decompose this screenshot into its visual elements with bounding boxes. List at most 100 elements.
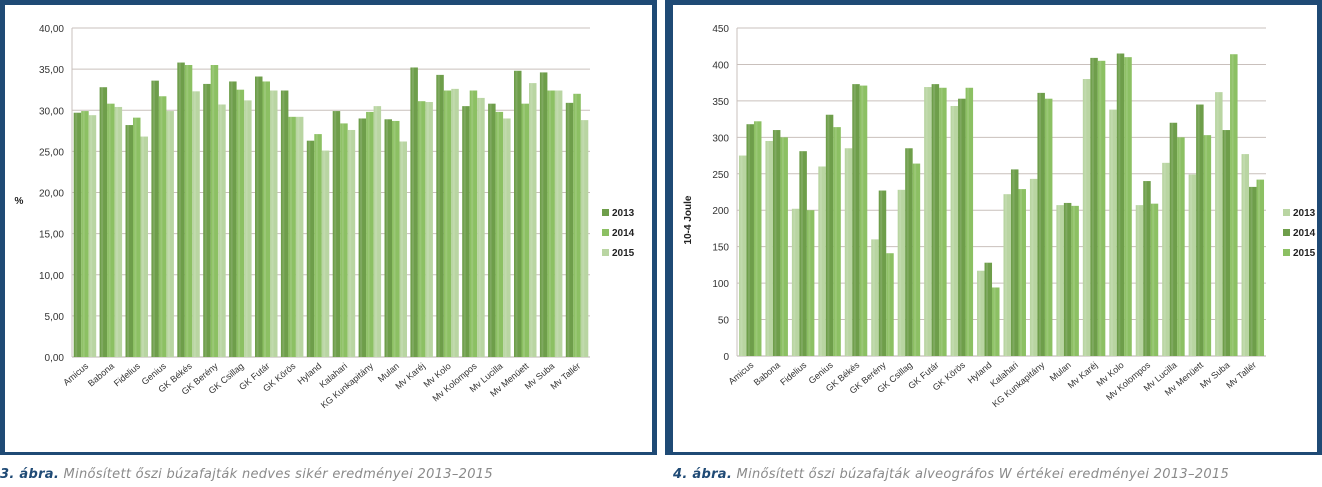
bar-highlight: [906, 148, 909, 356]
bar-2014: [1222, 130, 1231, 356]
bar-2013: [1056, 205, 1064, 356]
bar-2014: [133, 117, 141, 357]
y-tick-label: 0,00: [45, 353, 65, 364]
bar-highlight: [515, 70, 518, 358]
bar-2015: [503, 118, 511, 357]
bar-highlight: [800, 151, 803, 356]
bar-2014: [521, 103, 529, 357]
bar-2014: [81, 111, 89, 357]
bar-2014: [1063, 202, 1072, 356]
x-tick-label: Babona: [86, 361, 116, 389]
bar-2013: [255, 76, 263, 357]
bar-highlight: [740, 155, 743, 356]
bar-highlight: [315, 134, 318, 357]
chart-area: 0 50 100 150 200 250 300 350 400 450 10-4 Joule Ami…: [673, 5, 1317, 452]
bar-highlight: [933, 84, 936, 356]
bar-2015: [1097, 60, 1106, 357]
bar-2013: [977, 270, 985, 356]
bar-2013: [1188, 174, 1197, 356]
bar-highlight: [1178, 137, 1181, 356]
bar-2015: [939, 87, 947, 356]
bar-2015: [399, 141, 407, 357]
bar-highlight: [142, 136, 144, 357]
y-tick-label: 100: [712, 279, 729, 290]
y-tick-label: 20,00: [39, 189, 64, 200]
y-axis-label: %: [15, 196, 24, 207]
bar-2014: [288, 116, 296, 357]
y-tick-label: 0: [723, 352, 729, 363]
bar-highlight: [880, 190, 883, 356]
bar-2013: [384, 119, 392, 357]
bar-2014: [573, 93, 581, 358]
bar-highlight: [256, 76, 259, 357]
bar-highlight: [978, 270, 981, 356]
bar-highlight: [556, 90, 559, 357]
bar-2013: [1029, 178, 1038, 356]
bar-highlight: [1250, 186, 1253, 356]
bar-highlight: [219, 104, 222, 358]
bar-highlight: [134, 117, 137, 357]
bar-2014: [469, 90, 478, 357]
bar-highlight: [497, 111, 500, 358]
bar-highlight: [1046, 98, 1049, 357]
bar-highlight: [781, 137, 784, 356]
bar-highlight: [1091, 57, 1094, 356]
bar-highlight: [152, 80, 155, 357]
bar-2013: [488, 103, 496, 357]
bar-highlight: [887, 253, 890, 356]
bar-highlight: [426, 102, 429, 358]
bar-highlight: [986, 262, 989, 356]
bar-highlight: [393, 120, 396, 357]
bar-highlight: [1019, 189, 1022, 356]
bar-highlight: [1099, 60, 1102, 357]
y-tick-label: 15,00: [39, 230, 64, 241]
bar-highlight: [401, 141, 403, 357]
bar-2014: [931, 84, 940, 356]
bar-highlight: [271, 90, 274, 357]
bar-2015: [192, 91, 200, 358]
caption-text: Minősített őszi búzafajták nedves sikér …: [59, 467, 493, 482]
bar-highlight: [1231, 54, 1234, 357]
bar-highlight: [167, 111, 170, 357]
bar-2014: [392, 120, 400, 357]
legend-label: 2014: [1293, 228, 1316, 239]
bar-2013: [410, 67, 418, 358]
y-tick-label: 35,00: [39, 65, 64, 76]
bar-2014: [1143, 181, 1151, 356]
bar-2014: [1090, 57, 1098, 356]
bar-highlight: [489, 103, 492, 357]
bar-highlight: [1243, 154, 1246, 356]
bar-2015: [114, 106, 123, 358]
bar-2014: [984, 262, 993, 356]
bar-highlight: [774, 130, 777, 356]
bar-2015: [965, 87, 974, 356]
bar-2013: [177, 62, 185, 358]
bar-highlight: [1205, 135, 1208, 356]
bar-highlight: [90, 115, 93, 357]
bar-2014: [958, 98, 966, 357]
bar-2014: [366, 111, 374, 358]
bar-highlight: [1072, 205, 1075, 356]
bar-2013: [1003, 194, 1011, 356]
bar-2014: [495, 111, 504, 358]
bar-2013: [565, 102, 574, 357]
bar-2013: [73, 112, 82, 357]
bar-2013: [358, 118, 367, 357]
bar-highlight: [567, 102, 570, 357]
bar-highlight: [1258, 179, 1261, 356]
y-tick-label: 30,00: [39, 106, 64, 117]
bar-2015: [451, 88, 459, 358]
bar-2013: [514, 70, 522, 358]
bar-2014: [1037, 92, 1045, 357]
bar-highlight: [323, 150, 326, 357]
bar-2013: [436, 74, 444, 357]
bar-highlight: [264, 81, 266, 358]
bar-2014: [340, 123, 348, 357]
x-tick-label: Fidelius: [112, 361, 143, 389]
legend-swatch-2013: [1283, 209, 1290, 216]
bar-highlight: [375, 106, 378, 357]
bar-2015: [753, 121, 762, 356]
bar-2014: [107, 103, 115, 357]
bar-2015: [1044, 98, 1053, 357]
bar-highlight: [872, 239, 875, 356]
